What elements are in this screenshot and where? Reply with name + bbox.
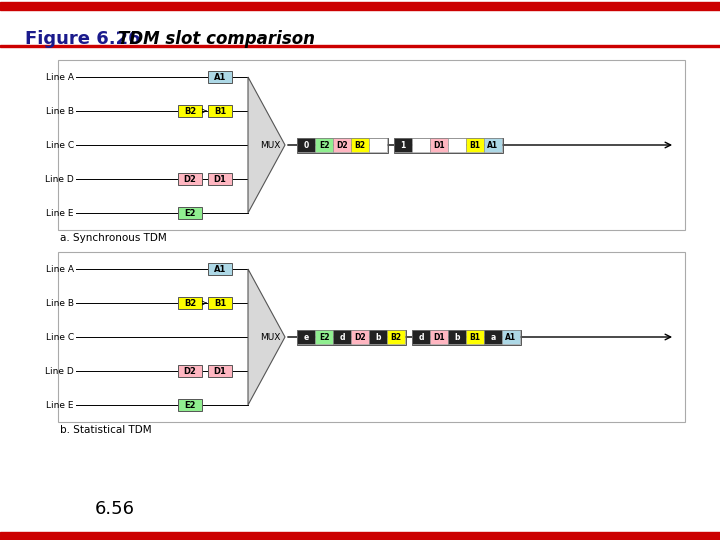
Text: A1: A1	[487, 140, 498, 150]
Polygon shape	[248, 269, 285, 405]
Text: d: d	[418, 333, 424, 341]
Bar	[178, 207, 202, 219]
Bar	[178, 105, 202, 117]
Text: E2: E2	[184, 401, 196, 409]
Bar	[178, 297, 202, 309]
Text: B1: B1	[214, 299, 226, 307]
Text: E2: E2	[319, 333, 329, 341]
Text: Line E: Line E	[47, 401, 74, 409]
Bar	[430, 138, 448, 152]
Bar	[466, 330, 484, 344]
Text: D2: D2	[354, 333, 366, 341]
Bar	[58, 252, 685, 422]
Text: b. Statistical TDM: b. Statistical TDM	[60, 425, 152, 435]
Text: MUX: MUX	[261, 333, 281, 341]
Bar	[484, 138, 502, 152]
Text: B1: B1	[469, 140, 480, 150]
Bar	[297, 138, 315, 152]
Text: B2: B2	[390, 333, 402, 341]
Text: B2: B2	[184, 106, 196, 116]
Bar	[412, 329, 521, 345]
Bar	[208, 105, 232, 117]
Bar	[297, 330, 315, 344]
Text: B2: B2	[184, 299, 196, 307]
Text: B1: B1	[214, 106, 226, 116]
Bar	[448, 330, 466, 344]
Bar	[333, 138, 351, 152]
Bar	[208, 71, 232, 83]
Text: 6.56: 6.56	[95, 500, 135, 518]
Text: a: a	[490, 333, 495, 341]
Text: d: d	[339, 333, 345, 341]
Text: a. Synchronous TDM: a. Synchronous TDM	[60, 233, 167, 243]
Text: B1: B1	[469, 333, 480, 341]
Bar	[0, 2, 720, 10]
Text: D1: D1	[433, 333, 445, 341]
Bar	[387, 330, 405, 344]
Bar	[297, 329, 405, 345]
Text: b: b	[454, 333, 460, 341]
Polygon shape	[248, 77, 285, 213]
Text: Line C: Line C	[46, 140, 74, 150]
Text: A1: A1	[214, 72, 226, 82]
Text: e: e	[303, 333, 309, 341]
Bar	[0, 532, 720, 540]
Text: B2: B2	[354, 140, 366, 150]
Text: 0: 0	[303, 140, 309, 150]
Bar	[351, 330, 369, 344]
Bar	[208, 297, 232, 309]
Bar	[394, 138, 412, 152]
Text: Line A: Line A	[46, 265, 74, 273]
Text: E2: E2	[184, 208, 196, 218]
Bar	[208, 263, 232, 275]
Bar	[351, 138, 369, 152]
Bar	[315, 330, 333, 344]
Text: Line B: Line B	[46, 106, 74, 116]
Text: D2: D2	[336, 140, 348, 150]
Bar	[333, 330, 351, 344]
Text: Line A: Line A	[46, 72, 74, 82]
Text: Figure 6.26: Figure 6.26	[25, 30, 140, 48]
Text: D1: D1	[214, 174, 226, 184]
Text: D2: D2	[184, 174, 197, 184]
Bar	[412, 330, 430, 344]
Text: A1: A1	[214, 265, 226, 273]
Bar	[448, 138, 466, 152]
Bar	[178, 173, 202, 185]
Text: b: b	[375, 333, 381, 341]
Bar	[178, 399, 202, 411]
Bar	[315, 138, 333, 152]
Text: Line D: Line D	[45, 174, 74, 184]
Bar	[208, 173, 232, 185]
Bar	[394, 138, 503, 152]
Text: MUX: MUX	[261, 140, 281, 150]
Bar	[369, 330, 387, 344]
Bar	[502, 330, 520, 344]
Bar	[178, 365, 202, 377]
Bar	[0, 44, 720, 47]
Text: TDM slot comparison: TDM slot comparison	[118, 30, 315, 48]
Bar	[297, 138, 387, 152]
Text: D2: D2	[184, 367, 197, 375]
Text: Line B: Line B	[46, 299, 74, 307]
Text: 1: 1	[400, 140, 405, 150]
Bar	[58, 60, 685, 230]
Bar	[369, 138, 387, 152]
Text: Line E: Line E	[47, 208, 74, 218]
Text: Line D: Line D	[45, 367, 74, 375]
Text: D1: D1	[214, 367, 226, 375]
Bar	[466, 138, 484, 152]
Bar	[430, 330, 448, 344]
Text: D1: D1	[433, 140, 445, 150]
Bar	[484, 330, 502, 344]
Text: E2: E2	[319, 140, 329, 150]
Text: A1: A1	[505, 333, 516, 341]
Bar	[412, 138, 430, 152]
Bar	[208, 365, 232, 377]
Text: Line C: Line C	[46, 333, 74, 341]
